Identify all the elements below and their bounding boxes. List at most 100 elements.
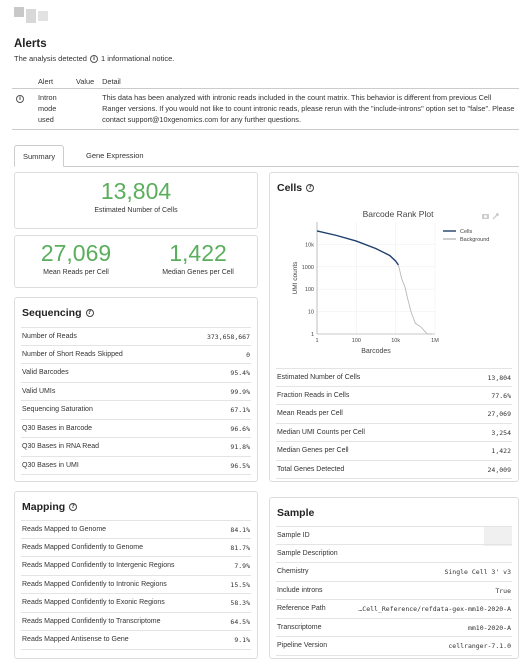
mapping-row: Reads Mapped to Genome 84.1% [21, 520, 251, 539]
sequencing-row-value: 95.4% [230, 369, 250, 377]
sequencing-row: Valid UMIs 99.9% [21, 383, 251, 401]
barcode-rank-svg: Barcode Rank Plot 1 100 10k 1M 1 10 100 1000 10k… [292, 209, 499, 355]
sequencing-card: Sequencing ? Number of Reads 373,658,667 N… [14, 297, 258, 482]
mapping-row-label: Reads Mapped Antisense to Gene [22, 636, 129, 643]
sequencing-row-value: 91.8% [230, 443, 250, 451]
sequencing-row: Sequencing Saturation 67.1% [21, 401, 251, 420]
sample-row-value: mm10-2020-A [467, 623, 511, 632]
sample-row-value: True [495, 586, 511, 595]
cells-row-label: Fraction Reads in Cells [277, 391, 350, 399]
camera-icon[interactable] [482, 214, 489, 219]
sample-row-label: Sample Description [277, 549, 338, 557]
sample-row-label: Chemistry [277, 568, 309, 575]
mapping-row-value: 58.3% [230, 599, 250, 607]
mapping-row: Reads Mapped Antisense to Gene 9.1% [21, 631, 251, 650]
help-icon[interactable]: ? [306, 184, 315, 192]
sample-row: Sample ID [276, 526, 512, 545]
sample-row-label: Transcriptome [277, 623, 322, 631]
mapping-row-value: 64.5% [230, 617, 250, 626]
cells-row: Total Genes Detected 24,009 [276, 461, 512, 479]
cells-row: Median UMI Counts per Cell 3,254 [276, 424, 512, 442]
alerts-subtitle-pre: The analysis detected [14, 54, 87, 63]
x-tick-label: 100 [352, 338, 361, 344]
sequencing-row-label: Number of Reads [22, 333, 77, 340]
sample-row-label: Reference Path [277, 605, 326, 612]
barcode-rank-plot: Barcode Rank Plot 1 100 10k 1M 1 10 100 1000 10k… [285, 200, 515, 360]
alerts-table: Alert Value Detail i Intron mode used Th… [12, 75, 519, 130]
mapping-row: Reads Mapped Confidently to Intergenic R… [21, 557, 251, 576]
alert-name: Intron mode used [34, 88, 72, 130]
genes-hero-value: 1,422 [169, 240, 227, 266]
sequencing-row-value: 96.5% [230, 461, 250, 470]
sample-row-label: Pipeline Version [277, 642, 328, 649]
mapping-row-value: 81.7% [230, 543, 250, 552]
mapping-row-label: Reads Mapped Confidently to Intergenic R… [22, 562, 175, 569]
mapping-row: Reads Mapped Confidently to Intronic Reg… [21, 576, 251, 594]
sequencing-row-label: Valid UMIs [22, 387, 56, 395]
sample-row: Include introns True [276, 582, 512, 600]
cells-row-value: 13,804 [487, 374, 511, 382]
sequencing-row: Q30 Bases in Barcode 96.6% [21, 420, 251, 438]
x-axis-label: Barcodes [361, 348, 391, 355]
sequencing-row-label: Valid Barcodes [22, 369, 69, 376]
cells-row: Mean Reads per Cell 27,069 [276, 405, 512, 424]
help-icon[interactable]: ? [69, 503, 78, 511]
sequencing-row: Q30 Bases in UMI 96.5% [21, 457, 251, 475]
cells-row-label: Total Genes Detected [277, 465, 345, 473]
alerts-title: Alerts [14, 38, 47, 50]
tab-bar: Summary Gene Expression [14, 145, 519, 167]
sequencing-row-label: Q30 Bases in UMI [22, 461, 79, 469]
y-tick-label: 1 [311, 332, 314, 338]
series-line-cells [316, 230, 399, 266]
mapping-row: Reads Mapped Confidently to Transcriptom… [21, 613, 251, 631]
cells-row: Median Genes per Cell 1,422 [276, 442, 512, 461]
y-tick-label: 10 [308, 310, 314, 316]
tab-summary[interactable]: Summary [14, 145, 65, 167]
sample-row-label: Sample ID [277, 532, 310, 539]
mapping-row-value: 9.1% [234, 636, 250, 644]
mapping-row-label: Reads Mapped Confidently to Genome [22, 543, 144, 551]
legend-label[interactable]: Cells [460, 229, 472, 235]
help-icon[interactable]: ? [85, 309, 94, 317]
mapping-row-label: Reads Mapped Confidently to Transcriptom… [22, 617, 161, 625]
cells-title: Cells ? [277, 182, 315, 194]
mapping-row-value: 15.5% [230, 580, 250, 589]
sample-row-label: Include introns [277, 586, 323, 594]
cells-row-label: Median Genes per Cell [277, 447, 349, 454]
cells-row: Fraction Reads in Cells 77.6% [276, 387, 512, 405]
cells-row-label: Mean Reads per Cell [277, 410, 343, 417]
info-icon: i [16, 95, 24, 103]
sequencing-row-label: Q30 Bases in RNA Read [22, 443, 100, 450]
y-axis-label: UMI counts [292, 261, 299, 295]
sequencing-title: Sequencing ? [22, 307, 94, 319]
sequencing-row-label: Q30 Bases in Barcode [22, 424, 93, 432]
col-alert: Alert [34, 75, 72, 89]
info-icon: i [89, 54, 98, 63]
y-tick-label: 100 [305, 287, 314, 293]
sequencing-row-value: 0 [246, 350, 250, 359]
sample-row: Transcriptome mm10-2020-A [276, 619, 512, 637]
mapping-title: Mapping ? [22, 501, 78, 513]
tab-gene-expression[interactable]: Gene Expression [86, 151, 144, 160]
cells-row-value: 3,254 [491, 428, 511, 437]
alert-value [72, 88, 99, 130]
mapping-row-value: 84.1% [230, 526, 250, 534]
sequencing-row: Valid Barcodes 95.4% [21, 364, 251, 383]
sequencing-row: Q30 Bases in RNA Read 91.8% [21, 438, 251, 457]
sequencing-row-value: 67.1% [230, 406, 250, 414]
sequencing-row: Number of Short Reads Skipped 0 [21, 346, 251, 364]
legend-label[interactable]: Background [460, 237, 489, 243]
cells-row-value: 27,069 [487, 410, 511, 418]
sample-row: Sample Description [276, 545, 512, 563]
sample-title: Sample [277, 507, 315, 519]
mapping-card: Mapping ? Reads Mapped to Genome 84.1% Rea… [14, 491, 258, 659]
cells-hero-card: 13,804 Estimated Number of Cells [14, 172, 258, 229]
x-tick-label: 1M [431, 338, 439, 344]
redacted-patch [484, 526, 512, 546]
y-tick-label: 10k [305, 242, 314, 248]
sample-row: Pipeline Version cellranger-7.1.0 [276, 637, 512, 656]
sequencing-row: Number of Reads 373,658,667 [21, 327, 251, 346]
y-tick-label: 1000 [302, 265, 314, 271]
zoom-icon[interactable] [492, 213, 499, 220]
sample-row: Chemistry Single Cell 3' v3 [276, 563, 512, 582]
